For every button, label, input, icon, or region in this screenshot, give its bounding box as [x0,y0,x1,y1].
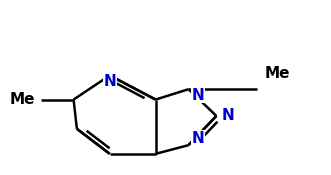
Text: N: N [103,74,116,89]
Text: Me: Me [264,66,290,81]
Text: Me: Me [10,92,35,107]
Text: N: N [192,131,205,146]
Text: N: N [192,88,205,103]
Text: N: N [221,108,234,123]
